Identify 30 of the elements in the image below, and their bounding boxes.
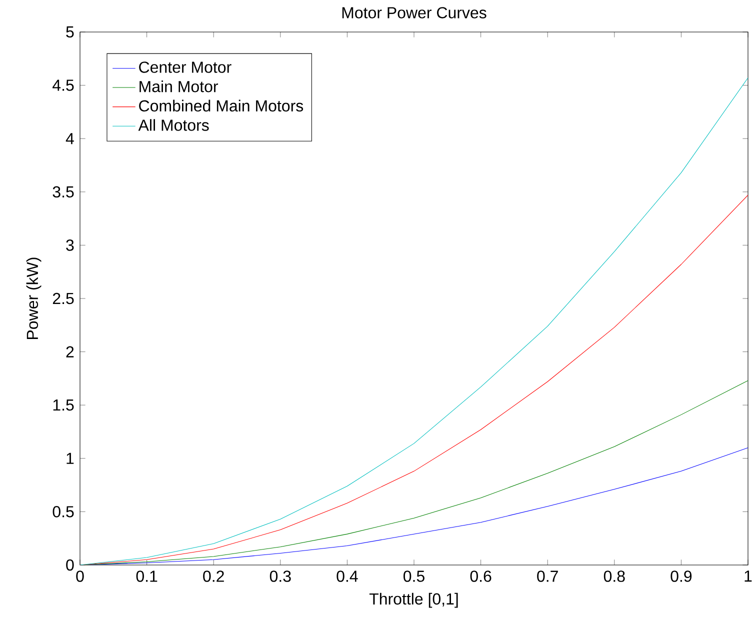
y-tick-label: 5: [66, 26, 74, 38]
legend-label: Combined Main Motors: [139, 100, 304, 112]
x-tick-label: 0.7: [537, 570, 558, 582]
x-tick-label: 0.6: [470, 570, 492, 582]
y-tick-label: 0: [66, 559, 74, 571]
x-tick-label: 0.9: [670, 570, 692, 582]
y-tick-label: 2: [66, 346, 74, 358]
x-tick-label: 1: [744, 570, 752, 582]
x-tick-label: 0.5: [404, 570, 424, 582]
y-tick-label: 1: [66, 452, 74, 464]
legend-label: All Motors: [138, 119, 209, 131]
y-tick-label: 3.5: [52, 186, 74, 198]
y-axis-title: Power (kW): [26, 258, 42, 339]
y-tick-label: 4: [66, 133, 74, 144]
legend-label: Main Motor: [140, 80, 218, 92]
y-tick-label: 1.5: [53, 400, 74, 411]
x-tick-label: 0.4: [336, 570, 358, 582]
x-tick-label: 0: [76, 570, 84, 582]
line-series: [80, 78, 748, 565]
y-tick-label: 3: [66, 240, 74, 251]
x-axis-title: Throttle [0,1]: [369, 592, 458, 608]
legend-label: Center Motor: [139, 62, 232, 73]
y-tick-label: 0.5: [52, 506, 74, 518]
y-tick-label: 2.5: [52, 292, 74, 304]
chart-title: Motor Power Curves: [342, 7, 486, 18]
x-tick-label: 0.3: [270, 570, 291, 582]
x-tick-label: 0.2: [203, 570, 224, 582]
y-tick-label: 4.5: [52, 80, 74, 91]
x-tick-label: 0.1: [136, 570, 158, 582]
x-tick-label: 0.8: [604, 570, 625, 582]
